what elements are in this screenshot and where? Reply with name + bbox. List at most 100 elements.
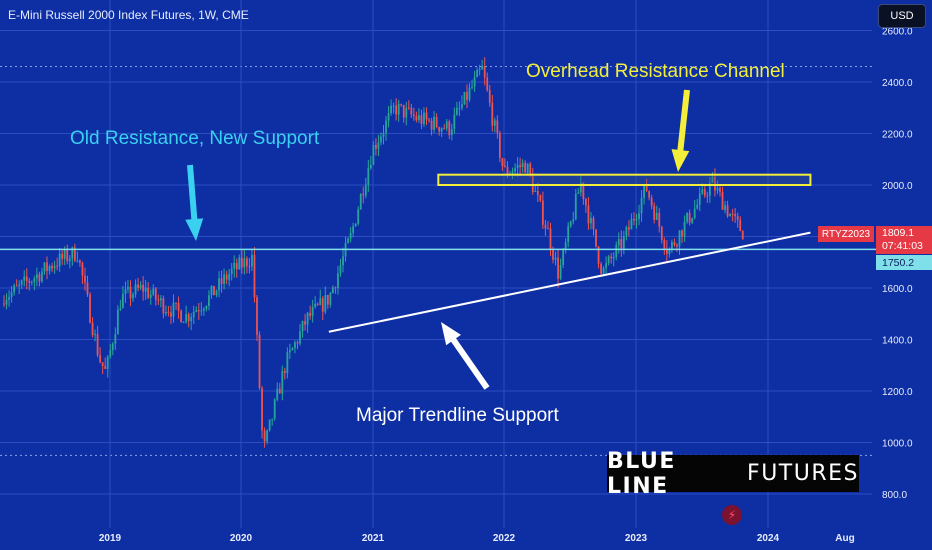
candle-body — [235, 262, 238, 270]
candle-body — [119, 308, 122, 310]
candle-body — [585, 199, 587, 206]
currency-button[interactable]: USD — [878, 4, 926, 28]
candle-body — [3, 303, 5, 305]
candle-body — [301, 321, 304, 332]
candle-body — [678, 230, 681, 247]
candle-body — [450, 129, 453, 136]
candle-body — [428, 119, 430, 121]
candle-body — [187, 314, 190, 322]
candle-body — [577, 192, 580, 194]
candle-body — [481, 65, 484, 70]
candle-body — [610, 256, 613, 259]
annotation-trendline: Major Trendline Support — [356, 405, 559, 426]
candle-body — [114, 334, 117, 344]
candle-body — [89, 294, 91, 323]
candle-body — [116, 309, 119, 335]
candle-body — [349, 232, 352, 239]
candle-body — [597, 246, 600, 264]
lightning-icon[interactable]: ⚡ — [722, 505, 742, 525]
y-tick-label: 800.0 — [882, 490, 907, 501]
candle-body — [430, 120, 433, 130]
candle-body — [197, 310, 200, 312]
candle-body — [458, 107, 461, 109]
candle-body — [185, 314, 188, 322]
candle-body — [58, 253, 61, 267]
candle-body — [124, 289, 127, 294]
candle-body — [461, 104, 463, 108]
x-tick-label: 2021 — [362, 533, 385, 544]
candle-body — [25, 276, 28, 281]
candle-body — [405, 107, 408, 118]
candle-body — [453, 114, 456, 130]
candle-body — [539, 195, 542, 201]
candle-body — [729, 213, 732, 217]
candle-body — [228, 274, 231, 280]
bar-countdown: 07:41:03 — [882, 240, 923, 252]
candle-body — [354, 223, 357, 227]
candle-body — [628, 227, 630, 230]
candle-body — [268, 419, 271, 431]
candle-body — [20, 280, 23, 285]
chart-title: E-Mini Russell 2000 Index Futures, 1W, C… — [8, 8, 249, 22]
candle-body — [276, 388, 279, 400]
candle-body — [71, 247, 74, 259]
candle-body — [142, 284, 145, 292]
candle-body — [91, 322, 94, 336]
candle-body — [159, 298, 162, 301]
candle-body — [266, 430, 269, 442]
candle-body — [99, 355, 102, 363]
candle-body — [607, 256, 610, 264]
candle-body — [306, 312, 309, 325]
candle-body — [736, 216, 739, 220]
candle-body — [53, 265, 56, 269]
candle-body — [620, 239, 623, 249]
candle-body — [111, 343, 114, 351]
candle-body — [225, 274, 228, 280]
candle-body — [165, 311, 167, 314]
candle-body — [339, 265, 342, 274]
candle-body — [491, 102, 494, 126]
candle-body — [638, 213, 640, 219]
last-price-badge: 1809.1 07:41:03 — [876, 226, 932, 254]
candle-body — [334, 287, 337, 289]
candle-body — [215, 290, 218, 296]
candle-body — [243, 258, 246, 268]
candle-body — [359, 194, 362, 210]
candle-body — [612, 257, 615, 259]
candle-body — [701, 189, 704, 194]
candle-body — [686, 212, 688, 222]
candle-body — [552, 249, 554, 260]
candle-body — [711, 176, 714, 184]
candle-body — [139, 284, 142, 289]
candle-body — [319, 298, 322, 305]
candle-body — [501, 158, 504, 166]
candle-body — [471, 86, 473, 88]
candle-body — [579, 182, 582, 193]
candle-body — [529, 163, 532, 175]
brand-thin: FUTURES — [747, 461, 859, 486]
candle-body — [455, 108, 458, 115]
candle-body — [734, 214, 737, 217]
candle-body — [332, 287, 334, 294]
candle-body — [263, 430, 266, 442]
candle-body — [615, 245, 618, 258]
candle-body — [418, 115, 420, 121]
candle-body — [63, 249, 66, 259]
candle-body — [213, 285, 215, 296]
candle-body — [13, 285, 16, 293]
candle-body — [180, 310, 182, 323]
candle-body — [367, 168, 370, 185]
x-tick-label: 2020 — [230, 533, 253, 544]
candle-body — [296, 342, 299, 344]
candle-body — [531, 174, 534, 192]
arrow-down-icon — [671, 89, 690, 172]
candle-body — [175, 302, 177, 304]
candle-body — [415, 116, 418, 121]
candle-body — [655, 212, 658, 220]
candle-body — [248, 266, 251, 268]
candle-body — [433, 116, 435, 130]
candle-body — [519, 165, 522, 168]
candle-body — [524, 162, 527, 173]
candle-body — [643, 185, 645, 198]
